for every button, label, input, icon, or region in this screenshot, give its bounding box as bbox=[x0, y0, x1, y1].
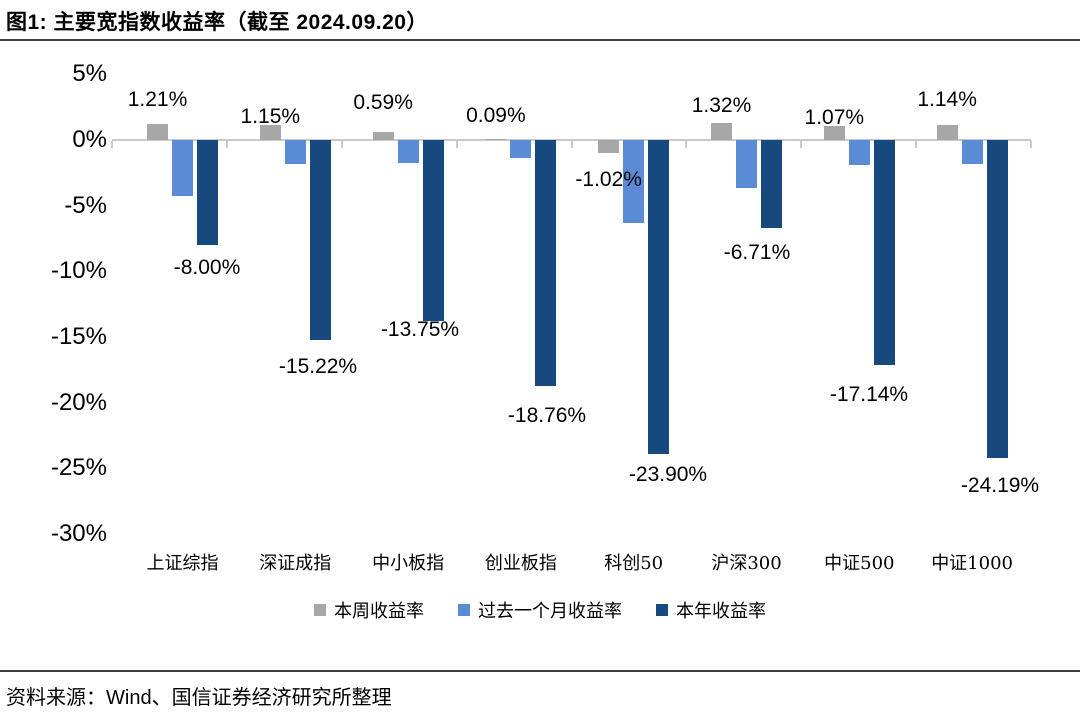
zero-axis-line bbox=[112, 139, 1031, 141]
legend-label: 过去一个月收益率 bbox=[478, 601, 622, 622]
legend-swatch-icon bbox=[656, 604, 668, 616]
bar-yearly bbox=[873, 140, 895, 366]
bar-weekly bbox=[372, 132, 394, 140]
axis-tick bbox=[340, 141, 343, 148]
data-label-weekly: 1.15% bbox=[240, 105, 301, 128]
data-label-weekly: 1.21% bbox=[127, 88, 188, 111]
bar-monthly bbox=[736, 140, 757, 188]
bar-weekly bbox=[936, 125, 958, 140]
bar-yearly bbox=[761, 140, 782, 229]
category-label: 科创50 bbox=[604, 553, 664, 574]
data-label-yearly: -15.22% bbox=[278, 355, 358, 378]
y-axis-tick-label: -5% bbox=[64, 191, 107, 219]
data-label-weekly: 1.32% bbox=[691, 94, 752, 117]
data-label-weekly: 1.14% bbox=[917, 88, 977, 111]
data-label-yearly: -23.90% bbox=[628, 463, 708, 486]
bar-weekly bbox=[598, 140, 620, 154]
legend: 本周收益率 过去一个月收益率 本年收益率 bbox=[0, 597, 1080, 623]
y-axis-tick-label: -25% bbox=[50, 454, 107, 482]
data-label-yearly: -6.71% bbox=[723, 241, 791, 264]
data-label-yearly: -8.00% bbox=[173, 256, 241, 279]
bar-monthly bbox=[623, 140, 645, 224]
bar-yearly bbox=[535, 140, 557, 387]
y-axis-tick-label: -20% bbox=[50, 388, 107, 416]
category-label: 中证500 bbox=[824, 553, 895, 574]
y-axis-tick-label: -10% bbox=[50, 257, 107, 285]
y-axis-tick-label: 0% bbox=[72, 126, 107, 153]
bar-monthly bbox=[510, 140, 532, 159]
legend-label: 本周收益率 bbox=[334, 601, 424, 622]
data-label-yearly: -13.75% bbox=[380, 318, 460, 341]
axis-tick bbox=[1030, 141, 1032, 148]
bar-yearly bbox=[986, 140, 1008, 458]
axis-tick bbox=[800, 141, 803, 148]
legend-swatch-icon bbox=[458, 604, 470, 616]
category-label: 中小板指 bbox=[372, 553, 445, 574]
legend-item-monthly: 过去一个月收益率 bbox=[458, 597, 622, 623]
source-note: 资料来源：Wind、国信证券经济研究所整理 bbox=[6, 687, 392, 709]
y-axis-tick-label: -30% bbox=[50, 519, 107, 547]
axis-tick bbox=[915, 141, 918, 148]
data-label-weekly: 1.07% bbox=[804, 106, 865, 129]
bar-monthly bbox=[284, 140, 306, 165]
bar-yearly bbox=[197, 140, 218, 246]
figure-title: 图1: 主要宽指数收益率（截至 2024.09.20） bbox=[6, 11, 428, 34]
bar-monthly bbox=[397, 140, 419, 163]
bar-monthly bbox=[961, 140, 983, 164]
axis-tick bbox=[225, 141, 228, 148]
axis-tick bbox=[455, 141, 458, 148]
axis-tick bbox=[570, 141, 573, 148]
bar-weekly bbox=[485, 138, 507, 140]
axis-tick bbox=[111, 141, 113, 148]
bar-yearly bbox=[422, 140, 444, 321]
title-divider bbox=[0, 39, 1080, 41]
data-label-weekly: -1.02% bbox=[575, 168, 642, 191]
category-label: 沪深300 bbox=[711, 553, 782, 574]
category-label: 深证成指 bbox=[259, 553, 332, 574]
bar-weekly bbox=[711, 122, 732, 140]
data-label-yearly: -18.76% bbox=[507, 404, 587, 427]
bar-monthly bbox=[848, 140, 870, 165]
bar-weekly bbox=[259, 124, 281, 140]
category-label: 上证综指 bbox=[146, 553, 219, 574]
bar-yearly bbox=[648, 140, 670, 454]
legend-item-yearly: 本年收益率 bbox=[656, 597, 766, 623]
category-label: 中证1000 bbox=[931, 553, 1013, 574]
category-label: 创业板指 bbox=[484, 553, 557, 574]
data-label-weekly: 0.59% bbox=[353, 91, 413, 114]
source-divider bbox=[0, 670, 1080, 672]
data-label-yearly: -24.19% bbox=[960, 474, 1040, 497]
axis-tick bbox=[685, 141, 688, 148]
legend-label: 本年收益率 bbox=[676, 601, 766, 622]
bar-monthly bbox=[172, 140, 193, 196]
bar-yearly bbox=[309, 140, 331, 340]
data-label-weekly: 0.09% bbox=[466, 104, 526, 127]
data-label-yearly: -17.14% bbox=[829, 383, 909, 406]
legend-swatch-icon bbox=[314, 604, 326, 616]
bar-weekly bbox=[147, 124, 168, 140]
legend-item-weekly: 本周收益率 bbox=[314, 597, 424, 623]
bar-weekly bbox=[823, 125, 845, 140]
y-axis-tick-label: 5% bbox=[72, 60, 107, 88]
y-axis-tick-label: -15% bbox=[50, 322, 107, 350]
